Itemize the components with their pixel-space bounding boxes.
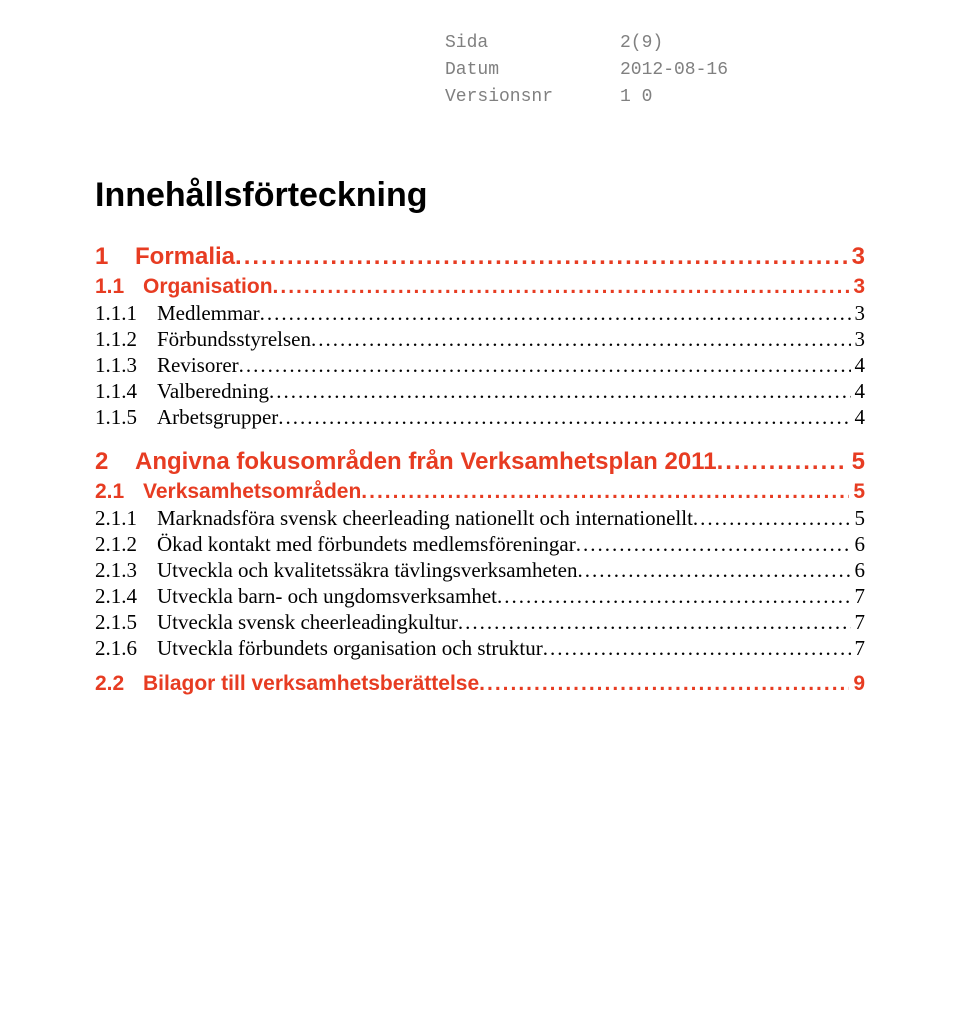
table-of-contents: 1 Formalia 3 1.1 Organisation 3 1.1.1 Me… <box>95 243 865 696</box>
toc-text: Arbetsgrupper <box>157 405 278 430</box>
toc-leader <box>693 506 851 531</box>
toc-number: 2.1.3 <box>95 558 157 583</box>
toc-leader <box>576 532 851 557</box>
toc-entry: 1.1.5 Arbetsgrupper 4 <box>95 405 865 430</box>
toc-page: 4 <box>851 379 866 404</box>
toc-leader <box>497 584 851 609</box>
toc-text: Organisation <box>143 275 273 299</box>
toc-leader <box>278 405 850 430</box>
toc-entry: 2 Angivna fokusområden från Verksamhetsp… <box>95 448 865 476</box>
toc-entry: 2.1.6 Utveckla förbundets organisation o… <box>95 636 865 661</box>
toc-number: 2.1.5 <box>95 610 157 635</box>
header-label-version: Versionsnr <box>445 84 620 111</box>
toc-leader <box>260 301 851 326</box>
toc-text: Bilagor till verksamhetsberättelse <box>143 672 479 696</box>
toc-page: 3 <box>851 327 866 352</box>
header-row-version: Versionsnr 1 0 <box>445 84 865 111</box>
toc-entry: 2.1.2 Ökad kontakt med förbundets medlem… <box>95 532 865 557</box>
toc-page: 5 <box>848 448 865 476</box>
toc-number: 1.1.5 <box>95 405 157 430</box>
toc-leader <box>273 275 850 299</box>
toc-leader <box>458 610 851 635</box>
toc-number: 2.1 <box>95 480 143 504</box>
toc-number: 2.1.4 <box>95 584 157 609</box>
toc-text: Marknadsföra svensk cheerleading natione… <box>157 506 693 531</box>
header-row-datum: Datum 2012-08-16 <box>445 57 865 84</box>
toc-number: 1.1.3 <box>95 353 157 378</box>
toc-entry: 2.1.1 Marknadsföra svensk cheerleading n… <box>95 506 865 531</box>
toc-number: 2.1.6 <box>95 636 157 661</box>
toc-text: Verksamhetsområden <box>143 480 361 504</box>
toc-page: 4 <box>851 405 866 430</box>
toc-entry: 1.1.3 Revisorer 4 <box>95 353 865 378</box>
toc-page: 7 <box>851 610 866 635</box>
toc-page: 5 <box>849 480 865 504</box>
toc-number: 2.1.1 <box>95 506 157 531</box>
document-header: Sida 2(9) Datum 2012-08-16 Versionsnr 1 … <box>445 30 865 111</box>
toc-number: 1 <box>95 243 135 271</box>
toc-leader <box>543 636 851 661</box>
toc-entry: 1.1.1 Medlemmar 3 <box>95 301 865 326</box>
toc-text: Utveckla barn- och ungdomsverksamhet <box>157 584 497 609</box>
toc-entry: 2.1.3 Utveckla och kvalitetssäkra tävlin… <box>95 558 865 583</box>
toc-page: 4 <box>851 353 866 378</box>
toc-text: Revisorer <box>157 353 239 378</box>
toc-page: 3 <box>849 275 865 299</box>
spacer <box>95 662 865 668</box>
toc-entry: 2.1 Verksamhetsområden 5 <box>95 480 865 504</box>
toc-leader <box>479 672 849 696</box>
toc-text: Angivna fokusområden från Verksamhetspla… <box>135 448 717 476</box>
header-value-version: 1 0 <box>620 84 652 111</box>
toc-text: Utveckla och kvalitetssäkra tävlingsverk… <box>157 558 577 583</box>
toc-leader <box>235 243 848 271</box>
toc-leader <box>269 379 851 404</box>
toc-text: Utveckla svensk cheerleadingkultur <box>157 610 458 635</box>
toc-text: Formalia <box>135 243 235 271</box>
toc-entry: 2.2 Bilagor till verksamhetsberättelse 9 <box>95 672 865 696</box>
page: Sida 2(9) Datum 2012-08-16 Versionsnr 1 … <box>0 0 960 728</box>
toc-entry: 2.1.5 Utveckla svensk cheerleadingkultur… <box>95 610 865 635</box>
header-label-datum: Datum <box>445 57 620 84</box>
page-title: Innehållsförteckning <box>95 176 865 215</box>
toc-text: Förbundsstyrelsen <box>157 327 311 352</box>
header-value-datum: 2012-08-16 <box>620 57 728 84</box>
header-value-sida: 2(9) <box>620 30 663 57</box>
toc-entry: 1.1.2 Förbundsstyrelsen 3 <box>95 327 865 352</box>
toc-text: Utveckla förbundets organisation och str… <box>157 636 543 661</box>
toc-page: 3 <box>851 301 866 326</box>
toc-number: 1.1.1 <box>95 301 157 326</box>
toc-page: 3 <box>848 243 865 271</box>
header-row-sida: Sida 2(9) <box>445 30 865 57</box>
toc-leader <box>361 480 849 504</box>
toc-leader <box>311 327 851 352</box>
toc-page: 9 <box>849 672 865 696</box>
toc-number: 1.1.2 <box>95 327 157 352</box>
toc-entry: 2.1.4 Utveckla barn- och ungdomsverksamh… <box>95 584 865 609</box>
toc-page: 6 <box>851 558 866 583</box>
toc-leader <box>577 558 850 583</box>
toc-text: Ökad kontakt med förbundets medlemsfören… <box>157 532 576 557</box>
toc-page: 5 <box>851 506 866 531</box>
toc-number: 2.2 <box>95 672 143 696</box>
toc-number: 1.1 <box>95 275 143 299</box>
toc-leader <box>239 353 851 378</box>
toc-number: 2.1.2 <box>95 532 157 557</box>
toc-text: Valberedning <box>157 379 269 404</box>
toc-entry: 1 Formalia 3 <box>95 243 865 271</box>
toc-entry: 1.1 Organisation 3 <box>95 275 865 299</box>
toc-entry: 1.1.4 Valberedning 4 <box>95 379 865 404</box>
toc-page: 7 <box>851 636 866 661</box>
toc-text: Medlemmar <box>157 301 260 326</box>
toc-page: 6 <box>851 532 866 557</box>
toc-leader <box>717 448 848 476</box>
toc-number: 2 <box>95 448 135 476</box>
header-label-sida: Sida <box>445 30 620 57</box>
toc-page: 7 <box>851 584 866 609</box>
toc-number: 1.1.4 <box>95 379 157 404</box>
